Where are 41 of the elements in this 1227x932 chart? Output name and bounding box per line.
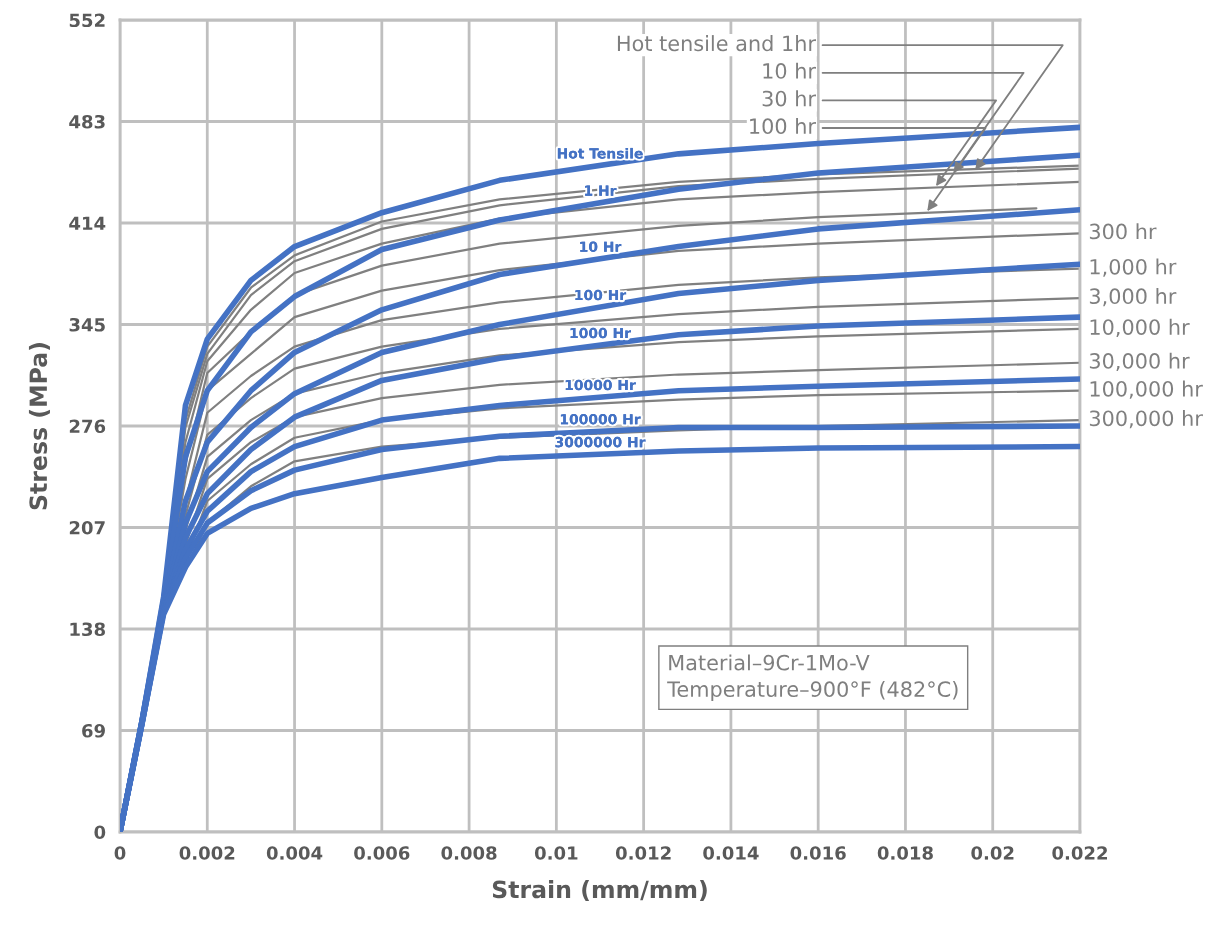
y-tick-label: 276	[69, 419, 106, 434]
annotation: Hot tensile and 1hr	[617, 35, 816, 52]
x-tick-label: 0.012	[615, 846, 671, 860]
y-tick-label: 552	[69, 13, 105, 28]
series-label: Hot Tensile	[557, 147, 643, 159]
x-tick-label: 0	[114, 846, 126, 860]
annotation: Material–9Cr-1Mo-V Temperature–900°F (482°C)	[667, 654, 958, 702]
annotation: 300,000 hr	[1089, 410, 1203, 429]
y-tick-label: 69	[82, 723, 105, 738]
y-tick-label: 414	[69, 216, 106, 230]
annotation: 100,000 hr	[1090, 380, 1203, 399]
x-tick-label: 0.002	[179, 846, 235, 860]
annotation: 10 hr	[763, 62, 816, 79]
x-tick-label: 0.01	[534, 846, 578, 860]
x-axis-title: Strain (mm/mm)	[492, 880, 707, 902]
series-label: 1000 Hr	[570, 327, 631, 339]
annotation: 30 hr	[762, 90, 816, 107]
x-tick-label: 0.014	[703, 846, 759, 860]
x-tick-label: 0.006	[354, 846, 410, 860]
annotation: 30,000 hr	[1089, 352, 1190, 371]
annotation: 3,000 hr	[1089, 287, 1177, 307]
y-tick-label: 207	[69, 520, 105, 535]
annotation: 1,000 hr	[1090, 258, 1177, 277]
series-label: 3000000 Hr	[555, 436, 646, 448]
y-tick-label: 345	[69, 317, 105, 332]
annotation: 300 hr	[1089, 223, 1157, 240]
series-label: 10 Hr	[580, 241, 622, 252]
series-label: 10000 Hr	[565, 379, 636, 391]
x-tick-label: 0.022	[1052, 846, 1107, 860]
y-tick-label: 483	[69, 114, 105, 129]
y-tick-label: 0	[94, 825, 106, 840]
x-tick-label: 0.016	[790, 846, 846, 860]
annotation: 10,000 hr	[1090, 318, 1190, 338]
x-tick-label: 0.02	[971, 846, 1014, 860]
x-tick-label: 0.008	[441, 846, 497, 860]
annotation: 100 hr	[750, 117, 816, 135]
x-tick-label: 0.004	[266, 846, 323, 860]
y-tick-label: 138	[70, 622, 105, 637]
x-tick-label: 0.018	[877, 846, 933, 860]
y-axis-title: Stress (MPa)	[28, 343, 50, 510]
series-label: 100000 Hr	[560, 413, 641, 425]
